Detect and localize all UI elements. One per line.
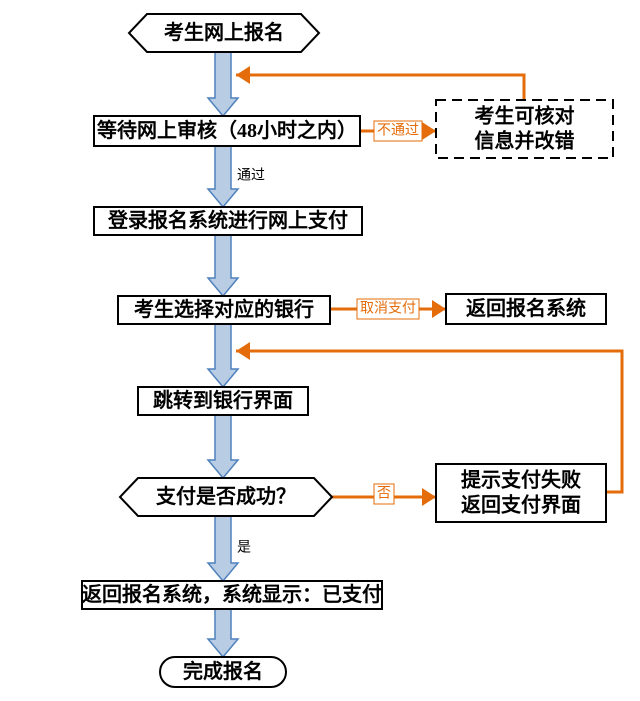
node-label: 完成报名 [183, 659, 263, 683]
node-label: 信息并改错 [475, 129, 575, 153]
node-label: 跳转到银行界面 [153, 388, 293, 412]
node-label: 返回支付界面 [461, 493, 581, 517]
node-n6: 返回报名系统 [446, 294, 606, 324]
edge-label: 取消支付 [360, 301, 416, 317]
node-n1: 考生网上报名 [129, 14, 319, 52]
node-label: 考生网上报名 [164, 20, 284, 44]
node-label: 返回报名系统，系统显示：已支付 [82, 582, 382, 606]
node-n3: 考生可核对信息并改错 [436, 100, 613, 158]
node-n7: 跳转到银行界面 [138, 387, 308, 415]
node-n9: 提示支付失败返回支付界面 [436, 464, 606, 522]
node-label: 登录报名系统进行网上支付 [107, 208, 348, 232]
edge-label: 否 [377, 487, 391, 502]
node-label: 考生可核对 [475, 104, 575, 128]
node-n5: 考生选择对应的银行 [118, 296, 330, 324]
edge-label: 不通过 [377, 123, 419, 139]
node-label: 支付是否成功？ [156, 484, 296, 508]
node-n11: 完成报名 [160, 657, 286, 687]
node-label: 返回报名系统 [466, 296, 586, 320]
arrow-label: 通过 [237, 168, 265, 184]
node-n8: 支付是否成功？ [120, 478, 332, 516]
flowchart-canvas: 通过是 不通过取消支付否 考生网上报名等待网上审核（48小时之内） 考生可核对信息并改… [0, 0, 640, 701]
arrow-label: 是 [237, 541, 251, 556]
node-label: 考生选择对应的银行 [134, 297, 314, 321]
node-n10: 返回报名系统，系统显示：已支付 [82, 581, 382, 609]
node-n4: 登录报名系统进行网上支付 [94, 207, 362, 235]
node-n2: 等待网上审核（48小时之内） [94, 116, 360, 146]
node-label: 提示支付失败 [461, 468, 581, 492]
node-label: 等待网上审核（48小时之内） [97, 118, 357, 142]
